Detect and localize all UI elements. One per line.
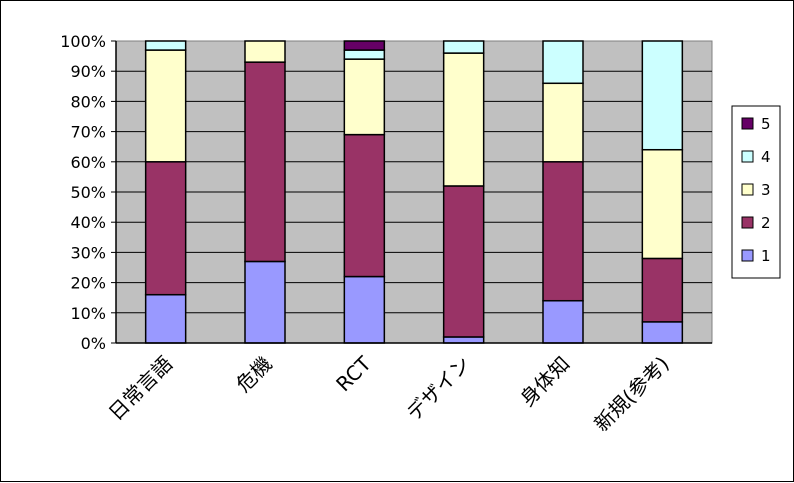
bar-segment-series-1 <box>343 275 386 344</box>
y-tick-label: 90% <box>70 62 106 81</box>
y-tick-label: 100% <box>60 32 106 51</box>
y-tick-label: 50% <box>70 183 106 202</box>
y-tick-label: 60% <box>70 153 106 172</box>
gridlines <box>116 70 712 314</box>
legend-label: 4 <box>761 148 771 166</box>
legend-swatch <box>741 216 754 229</box>
bar-segment-series-3 <box>641 148 684 260</box>
bar-segment-series-5 <box>343 40 386 51</box>
bar-segment-series-2 <box>244 61 286 263</box>
y-tick-label: 40% <box>70 213 106 232</box>
bar-segment-series-4 <box>343 49 386 60</box>
y-tick-label: 10% <box>70 304 106 323</box>
legend-label: 2 <box>761 214 771 232</box>
y-tick-label: 30% <box>70 243 106 262</box>
y-tick-label: 20% <box>70 274 106 293</box>
legend-label: 5 <box>761 115 771 133</box>
bar-segment-series-2 <box>442 185 485 338</box>
bar-segment-series-3 <box>542 82 584 163</box>
y-tick-label: 0% <box>81 334 106 353</box>
bar-segment-series-1 <box>542 299 584 344</box>
bar-segment-series-1 <box>442 336 485 344</box>
x-category-label: 身体知 <box>515 352 574 411</box>
bar-segment-series-2 <box>641 257 684 323</box>
bar-segment-series-1 <box>641 321 684 344</box>
legend-swatch <box>741 117 754 130</box>
x-category-label: 日常言語 <box>104 352 178 426</box>
bar-segment-series-2 <box>343 133 386 278</box>
bar-segment-series-4 <box>542 40 584 85</box>
bar-segment-series-4 <box>442 40 485 54</box>
x-category-label: RCT <box>331 351 376 396</box>
bar-segment-series-2 <box>144 161 187 296</box>
legend-swatch <box>741 183 754 196</box>
bar-segment-series-3 <box>343 58 386 136</box>
bar-segment-series-3 <box>144 49 187 163</box>
bar-segment-series-4 <box>641 40 684 151</box>
bar-segment-series-2 <box>542 161 584 302</box>
y-axis-ticks: 0% 10% 20% 30% 40% 50% 60% 70% 80% 90% 100% <box>60 32 116 353</box>
legend-label: 1 <box>761 247 771 265</box>
bar-segment-series-1 <box>244 260 286 344</box>
bar-segment-series-3 <box>442 52 485 187</box>
bar-segment-series-4 <box>144 40 187 51</box>
y-tick-label: 70% <box>70 123 106 142</box>
bar-segment-series-1 <box>144 293 187 344</box>
legend-swatch <box>741 150 754 163</box>
x-axis-labels: 日常言語 危機 RCT デザイン 身体知 新規(参考) <box>104 351 674 436</box>
legend-swatch <box>741 249 754 262</box>
bar-segment-series-3 <box>244 40 286 63</box>
y-tick-label: 80% <box>70 92 106 111</box>
legend-box <box>731 105 781 279</box>
x-category-label: デザイン <box>402 352 476 426</box>
x-category-label: 危機 <box>231 352 276 397</box>
legend-label: 3 <box>761 181 771 199</box>
x-category-label: 新規(参考) <box>589 352 674 437</box>
legend: 5 4 3 2 1 <box>731 105 781 279</box>
bars <box>144 40 684 344</box>
